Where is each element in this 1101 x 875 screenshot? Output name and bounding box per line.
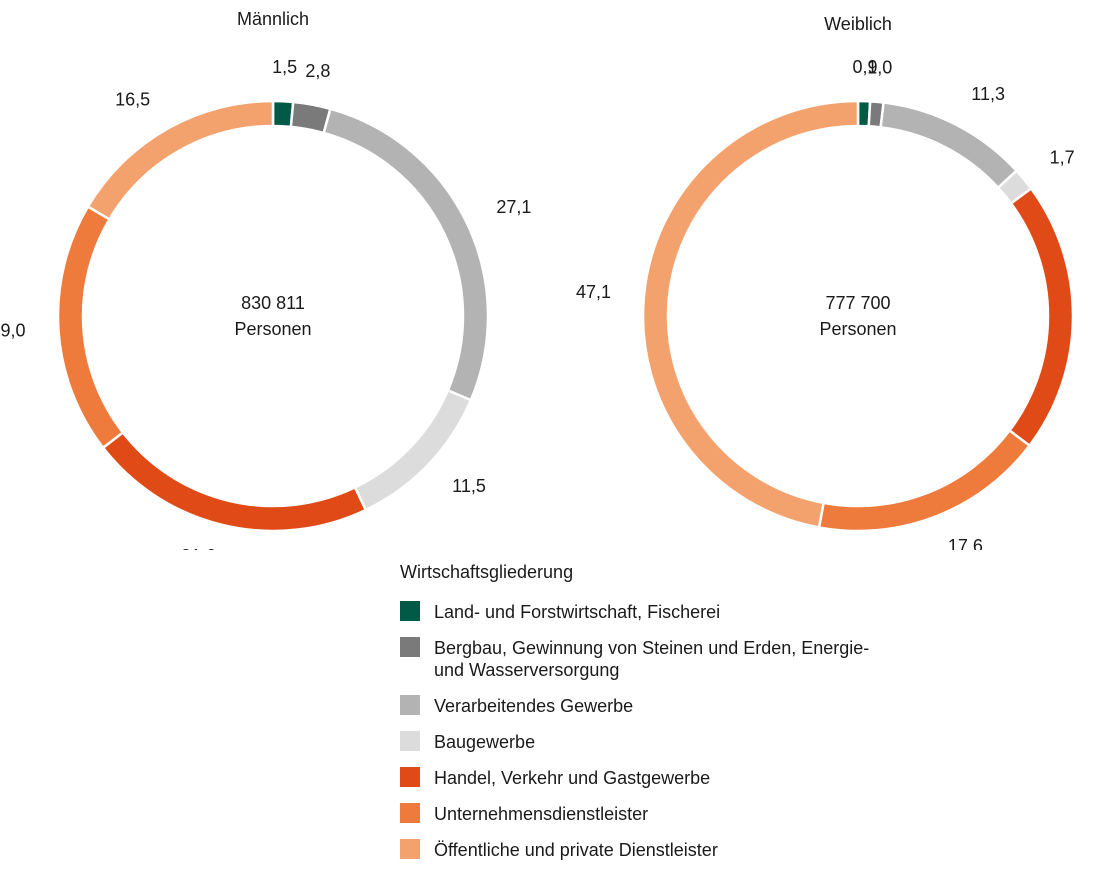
value-label: 16,5 — [115, 89, 150, 109]
center-label: Personen — [819, 319, 896, 339]
center-label: 830 811 — [241, 293, 305, 313]
legend: Wirtschaftsgliederung Land- und Forstwir… — [400, 562, 920, 875]
legend-label: Baugewerbe — [434, 732, 536, 752]
value-label: 21,6 — [181, 546, 216, 550]
legend-item: Öffentliche und private Dienstleister — [400, 839, 920, 861]
legend-item: Baugewerbe — [400, 731, 920, 753]
legend-title: Wirtschaftsgliederung — [400, 562, 574, 582]
value-label: 11,3 — [971, 84, 1005, 104]
donut-segment — [56, 204, 125, 450]
legend-swatch — [400, 767, 420, 787]
legend-item: Land- und Forstwirtschaft, Fischerei — [400, 601, 920, 623]
value-label: 27,1 — [496, 197, 531, 217]
center-label: Personen — [234, 319, 311, 339]
chart-title: Weiblich — [824, 14, 892, 34]
value-label: 1,0 — [867, 58, 892, 78]
donut-segment — [879, 101, 1019, 190]
value-label: 11,5 — [452, 476, 486, 496]
value-label: 1,7 — [1050, 147, 1075, 167]
legend-item: Bergbau, Gewinnung von Steinen und Erden… — [400, 637, 920, 681]
legend-swatch — [400, 695, 420, 715]
value-label: 2,8 — [305, 61, 330, 81]
legend-label: Land- und Forstwirtschaft, Fischerei — [434, 602, 721, 622]
legend-item: Handel, Verkehr und Gastgewerbe — [400, 767, 920, 789]
legend-label: Handel, Verkehr und Gastgewerbe — [434, 768, 711, 788]
legend-swatch — [400, 731, 420, 751]
legend-swatch — [400, 803, 420, 823]
charts: Männlich 830 811 Personen 1,5 2,8 27,1 11,5 21,… — [0, 9, 1075, 550]
donut-segment — [322, 107, 490, 402]
value-label: 17,6 — [948, 536, 983, 550]
legend-item: Verarbeitendes Gewerbe — [400, 695, 920, 717]
legend-item: Unternehmensdienstleister — [400, 803, 920, 825]
donut-segment — [817, 428, 1032, 533]
legend-label: Unternehmensdienstleister — [434, 804, 649, 824]
value-label: 19,0 — [0, 320, 25, 340]
donut-segment — [1007, 186, 1075, 448]
legend-label: Öffentliche und private Dienstleister — [434, 840, 718, 860]
chart-title: Männlich — [237, 9, 309, 29]
legend-label: Verarbeitendes Gewerbe — [434, 696, 634, 716]
legend-label: Bergbau, Gewinnung von Steinen und Erden… — [434, 638, 870, 680]
legend-swatch — [400, 839, 420, 859]
center-label: 777 700 — [825, 293, 890, 313]
value-label: 47,1 — [576, 282, 611, 302]
donut-segment — [641, 99, 860, 529]
value-label: 1,5 — [272, 57, 297, 77]
legend-swatch — [400, 637, 420, 657]
donut-segment — [101, 430, 368, 533]
value-label: 0,9 — [852, 57, 877, 77]
legend-swatch — [400, 601, 420, 621]
donut-segment — [86, 99, 275, 221]
